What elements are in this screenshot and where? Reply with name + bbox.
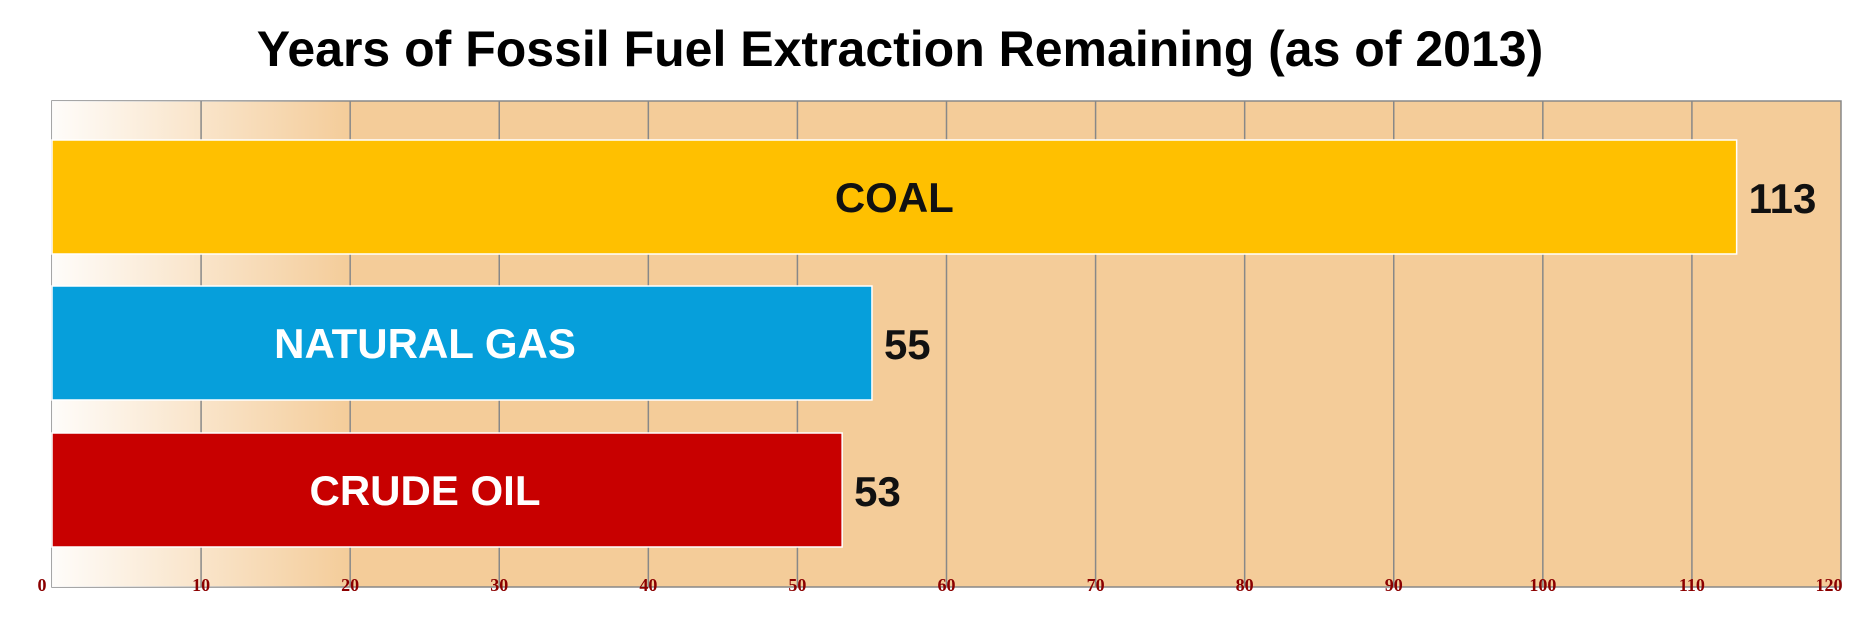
x-tick-label: 90	[1385, 575, 1403, 595]
x-tick-label: 30	[490, 575, 508, 595]
bar-crude-oil	[51, 432, 843, 548]
x-tick-label: 20	[341, 575, 359, 595]
x-tick-label: 120	[1816, 575, 1843, 595]
bar-category-label: NATURAL GAS	[274, 320, 576, 367]
x-tick-label: 70	[1087, 575, 1105, 595]
x-tick-label: 110	[1679, 575, 1705, 595]
bar-value-label: 113	[1749, 175, 1817, 222]
bars: COAL 113 NATURAL GAS 55 CRUDE OIL 53	[51, 139, 1817, 548]
x-axis-ticks: 0 10 20 30 40 50 60 70 80 90 100 110 120	[38, 575, 1843, 595]
x-tick-label: 10	[192, 575, 210, 595]
x-tick-label: 50	[788, 575, 806, 595]
bar-value-label: 55	[884, 321, 931, 368]
bar-value-label: 53	[854, 468, 901, 515]
bar-category-label: CRUDE OIL	[310, 467, 541, 514]
bar-natural-gas	[51, 285, 873, 401]
x-tick-label: 0	[38, 575, 47, 595]
bar-coal	[51, 139, 1738, 255]
x-tick-label: 100	[1529, 575, 1556, 595]
x-tick-label: 40	[639, 575, 657, 595]
x-tick-label: 80	[1236, 575, 1254, 595]
chart-title: Years of Fossil Fuel Extraction Remainin…	[257, 21, 1544, 77]
x-tick-label: 60	[938, 575, 956, 595]
bar-category-label: COAL	[835, 174, 954, 221]
